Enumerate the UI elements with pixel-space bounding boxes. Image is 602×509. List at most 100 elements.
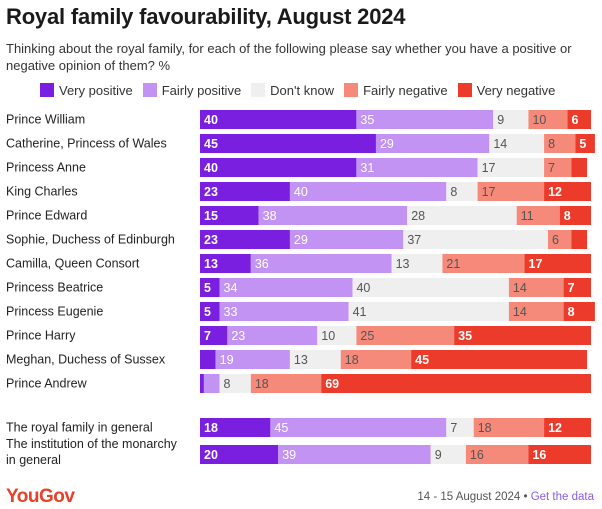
data-label: 14	[513, 305, 527, 319]
stacked-bar-chart: Prince William 40 35 9 10 6 Catherine, Princes…	[6, 110, 595, 467]
data-label: 18	[478, 421, 492, 435]
category-label: Princess Eugenie	[6, 305, 103, 319]
chart-row: Meghan, Duchess of Sussex 19 13 18 45	[6, 350, 588, 369]
bar-segment	[356, 158, 478, 177]
data-label: 40	[356, 281, 370, 295]
data-label: 6	[552, 233, 559, 247]
data-label: 35	[360, 113, 374, 127]
bar-segment	[477, 182, 545, 201]
data-label: 18	[345, 353, 359, 367]
data-label: 12	[548, 185, 562, 199]
data-label: 13	[204, 257, 218, 271]
bar-segment	[407, 206, 517, 225]
bar-segment	[200, 206, 259, 225]
data-label: 69	[325, 377, 339, 391]
bar-segment	[348, 302, 509, 321]
data-label: 13	[396, 257, 410, 271]
data-label: 6	[572, 113, 579, 127]
bar-segment	[200, 374, 204, 393]
data-label: 14	[493, 137, 507, 151]
data-label: 9	[497, 113, 504, 127]
data-label: 16	[532, 448, 546, 462]
bar-segment	[442, 254, 525, 273]
bar-segment	[403, 230, 548, 249]
data-label: 40	[204, 161, 218, 175]
data-label: 14	[513, 281, 527, 295]
bar-segment	[575, 134, 595, 153]
bar-segment	[547, 230, 572, 249]
bar-segment	[375, 134, 490, 153]
bar-segment	[289, 182, 447, 201]
bar-segment	[528, 445, 591, 464]
data-label: 28	[411, 209, 425, 223]
legend-swatch	[457, 83, 472, 97]
data-label: 34	[224, 281, 238, 295]
category-label: The institution of the monarchy in genera…	[6, 437, 178, 467]
data-label: 5	[579, 137, 586, 151]
data-label: 7	[568, 281, 575, 295]
legend-item: Very negative	[457, 83, 555, 98]
bar-segment	[200, 254, 251, 273]
data-label: 39	[282, 448, 296, 462]
chart-row: Camilla, Queen Consort 13 36 13 21 17	[6, 254, 591, 273]
data-label: 45	[274, 421, 288, 435]
data-label: 8	[568, 305, 575, 319]
bar-segment	[200, 134, 376, 153]
data-label: 17	[482, 161, 496, 175]
bar-segment	[516, 206, 560, 225]
bar-segment	[411, 350, 588, 369]
legend-item: Don't know	[251, 83, 334, 98]
bar-segment	[200, 230, 290, 249]
data-label: 36	[255, 257, 269, 271]
bar-segment	[200, 278, 220, 297]
bar-segment	[219, 302, 349, 321]
category-label: Prince Edward	[6, 209, 87, 223]
survey-date: 14 - 15 August 2024	[417, 491, 521, 503]
legend-swatch	[142, 83, 157, 97]
bar-segment	[289, 350, 341, 369]
legend-item: Fairly positive	[142, 83, 241, 98]
bar-segment	[571, 230, 588, 249]
bar-segment	[321, 374, 591, 393]
chart-row: Princess Beatrice 5 34 40 14 7	[6, 278, 591, 297]
bar-segment	[258, 206, 408, 225]
data-label: 5	[204, 281, 211, 295]
data-label: 35	[458, 329, 472, 343]
category-label: Catherine, Princess of Wales	[6, 137, 167, 151]
legend-label: Fairly negative	[363, 82, 448, 98]
bar-segment	[563, 302, 595, 321]
data-label: 29	[294, 233, 308, 247]
data-label: 19	[220, 353, 234, 367]
bar-segment	[430, 445, 466, 464]
bar-segment	[200, 350, 216, 369]
data-label: 7	[548, 161, 555, 175]
data-label: 18	[255, 377, 269, 391]
bar-segment	[477, 158, 545, 177]
bar-segment	[489, 134, 545, 153]
legend-item: Fairly negative	[344, 83, 448, 98]
chart-title: Royal family favourability, August 2024	[6, 4, 406, 29]
legend: Very positive Fairly positive Don't know Fa…	[40, 82, 565, 98]
bar-segment	[528, 110, 568, 129]
bar-segment	[219, 278, 353, 297]
data-label: 17	[482, 185, 496, 199]
data-label: 10	[321, 329, 335, 343]
bar-segment	[227, 326, 318, 345]
bar-segment	[200, 418, 271, 437]
category-label: The royal family in general	[6, 421, 153, 435]
data-label: 40	[204, 113, 218, 127]
chart-row: Sophie, Duchess of Edinburgh 23 29 37 6	[6, 230, 588, 249]
data-label: 21	[446, 257, 460, 271]
chart-subtitle: Thinking about the royal family, for eac…	[6, 41, 572, 73]
legend-swatch	[251, 83, 266, 97]
chart-row: King Charles 23 40 8 17 12	[6, 182, 591, 201]
bar-segment	[544, 134, 576, 153]
bar-segment	[352, 278, 509, 297]
bar-segment	[317, 326, 357, 345]
get-the-data-link[interactable]: Get the data	[530, 491, 594, 503]
bar-segment	[250, 374, 322, 393]
bar-segment	[270, 418, 447, 437]
data-label: 8	[548, 137, 555, 151]
data-label: 31	[360, 161, 374, 175]
chart-row: Prince William 40 35 9 10 6	[6, 110, 591, 129]
